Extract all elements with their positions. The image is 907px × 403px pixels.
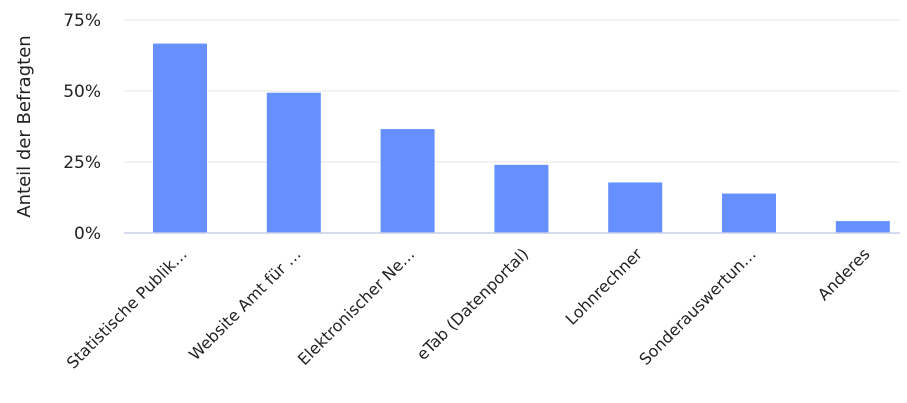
bar[interactable]	[153, 43, 207, 234]
bar[interactable]	[266, 92, 321, 233]
x-tick-label: Website Amt für …	[185, 244, 305, 364]
x-tick-label: Lohnrechner	[562, 244, 647, 329]
bars	[153, 43, 890, 234]
y-tick-label: 50%	[63, 82, 101, 102]
bar[interactable]	[608, 182, 663, 233]
x-tick-label: Elektronischer Ne…	[294, 244, 419, 369]
y-axis-ticks: 0% 25% 50% 75%	[63, 11, 101, 244]
x-tick-label: Statistische Publik…	[63, 244, 191, 372]
bar[interactable]	[835, 221, 890, 233]
x-tick-label: Anderes	[814, 244, 874, 304]
gridlines	[124, 19, 900, 163]
bar[interactable]	[380, 129, 435, 233]
bar[interactable]	[494, 164, 549, 233]
y-tick-label: 25%	[63, 153, 101, 173]
bar[interactable]	[722, 193, 776, 233]
y-tick-label: 0%	[74, 224, 101, 244]
y-tick-label: 75%	[63, 11, 101, 31]
x-axis-labels: Statistische Publik…Website Amt für …Ele…	[63, 244, 874, 372]
x-tick-label: eTab (Datenportal)	[413, 244, 532, 363]
x-tick-label: Sonderauswertun…	[635, 244, 759, 368]
y-axis-title: Anteil der Befragten	[14, 35, 35, 217]
